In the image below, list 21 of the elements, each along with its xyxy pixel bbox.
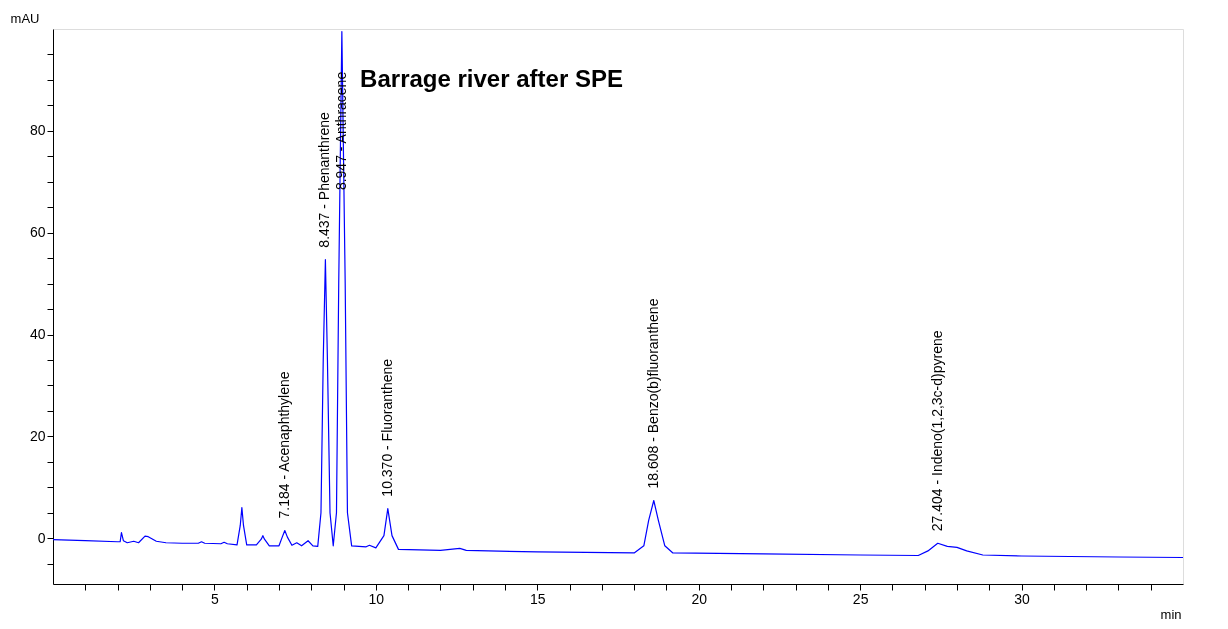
annotation: 27.404 - Indeno(1,2,3c-d)pyrene xyxy=(928,330,945,532)
y-axis-title: mAU xyxy=(10,10,40,26)
x-tick-label: 10 xyxy=(368,590,385,607)
annotation: 8.947 - Anthracene xyxy=(332,71,349,191)
y-tick-label: 80 xyxy=(29,122,46,139)
annotation: 18.608 - Benzo(b)fluoranthene xyxy=(644,298,661,489)
annotation: 7.184 - Acenaphthylene xyxy=(275,371,292,519)
y-tick-label: 0 xyxy=(37,529,46,546)
text: Barrage river after SPE xyxy=(360,65,623,92)
annotation: 10.370 - Fluoranthene xyxy=(378,358,395,497)
x-axis-title: min xyxy=(1160,606,1182,622)
x-tick-label: 5 xyxy=(211,590,220,607)
y-tick-label: 20 xyxy=(29,427,46,444)
x-tick-label: 30 xyxy=(1014,590,1031,607)
annotation: 8.437 - Phenanthrene xyxy=(316,112,333,248)
y-tick-label: 60 xyxy=(29,224,46,241)
x-tick-label: 15 xyxy=(530,590,546,607)
line-series xyxy=(52,30,1184,559)
x-tick-label: 25 xyxy=(852,590,869,607)
x-tick-label: 20 xyxy=(691,590,708,607)
y-tick-label: 40 xyxy=(29,326,46,342)
